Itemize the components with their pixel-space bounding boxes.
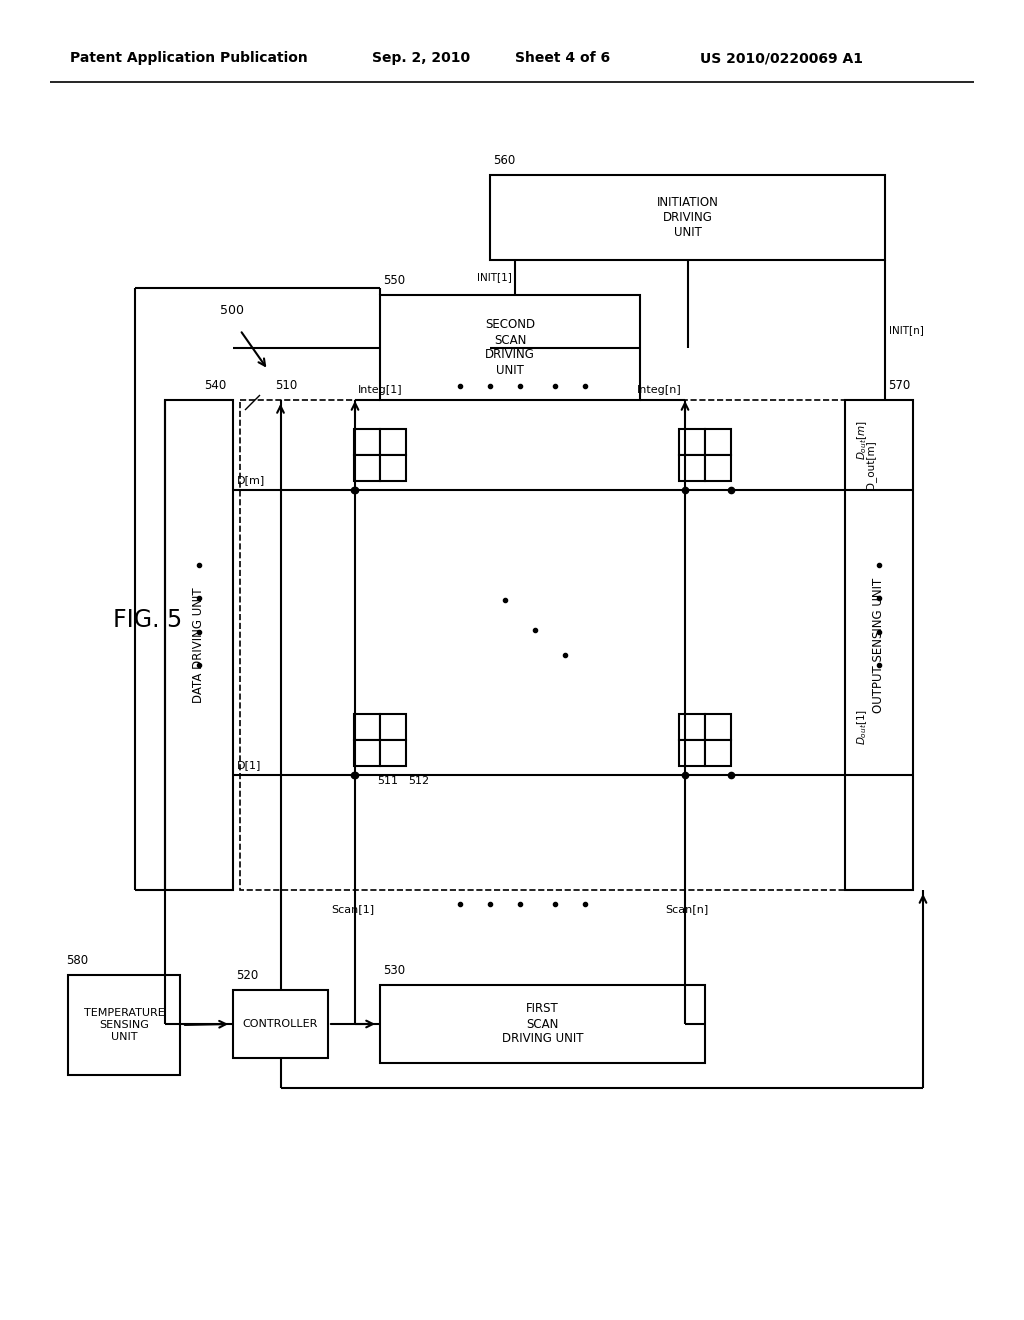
Text: TEMPERATURE
SENSING
UNIT: TEMPERATURE SENSING UNIT [84,1008,165,1041]
Text: Scan[n]: Scan[n] [666,904,709,913]
Text: D_out[m]: D_out[m] [865,441,877,490]
Bar [380,294,640,400]
Text: D[1]: D[1] [237,760,261,770]
Bar [380,429,406,455]
Text: Sep. 2, 2010: Sep. 2, 2010 [372,51,470,65]
Bar [845,400,913,890]
Text: 580: 580 [66,954,88,968]
Bar [380,714,406,741]
Text: Sheet 4 of 6: Sheet 4 of 6 [515,51,610,65]
Text: DATA DRIVING UNIT: DATA DRIVING UNIT [193,587,206,702]
Text: INITIATION
DRIVING
UNIT: INITIATION DRIVING UNIT [656,195,719,239]
Bar [354,714,380,741]
Bar [354,429,380,455]
Text: INIT[1]: INIT[1] [477,272,512,282]
Text: Integ[n]: Integ[n] [637,385,682,395]
Text: CONTROLLER: CONTROLLER [243,1019,318,1030]
Text: 560: 560 [493,154,515,168]
Text: FIRST
SCAN
DRIVING UNIT: FIRST SCAN DRIVING UNIT [502,1002,584,1045]
Bar [233,990,328,1059]
Bar [354,455,380,480]
Text: 511: 511 [377,776,398,785]
Text: Integ[1]: Integ[1] [358,385,402,395]
Text: 520: 520 [236,969,258,982]
Bar [679,429,705,455]
Text: FIG. 5: FIG. 5 [114,609,182,632]
Text: 510: 510 [275,379,297,392]
Text: $D_{out}[1]$: $D_{out}[1]$ [855,709,868,744]
Bar [705,741,731,766]
Bar [679,741,705,766]
Text: US 2010/0220069 A1: US 2010/0220069 A1 [700,51,863,65]
Text: 500: 500 [220,304,244,317]
Bar [380,741,406,766]
Bar [705,714,731,741]
Text: 550: 550 [383,275,406,286]
Text: 540: 540 [204,379,226,392]
Text: D[m]: D[m] [237,475,265,484]
Bar [705,429,731,455]
Text: Scan[1]: Scan[1] [332,904,375,913]
Text: $D_{out}[m]$: $D_{out}[m]$ [855,421,868,459]
Text: 512: 512 [408,776,429,785]
Text: 530: 530 [383,964,406,977]
Bar [380,455,406,480]
Bar [68,975,180,1074]
Text: Patent Application Publication: Patent Application Publication [70,51,308,65]
Bar [705,455,731,480]
Text: OUTPUT SENSING UNIT: OUTPUT SENSING UNIT [872,577,886,713]
Bar [380,985,705,1063]
Bar [240,400,845,890]
Text: SECOND
SCAN
DRIVING
UNIT: SECOND SCAN DRIVING UNIT [485,318,536,376]
Bar [165,400,233,890]
Bar [679,455,705,480]
Text: 570: 570 [888,379,910,392]
Bar [490,176,885,260]
Bar [354,741,380,766]
Bar [679,714,705,741]
Text: INIT[n]: INIT[n] [889,325,924,335]
